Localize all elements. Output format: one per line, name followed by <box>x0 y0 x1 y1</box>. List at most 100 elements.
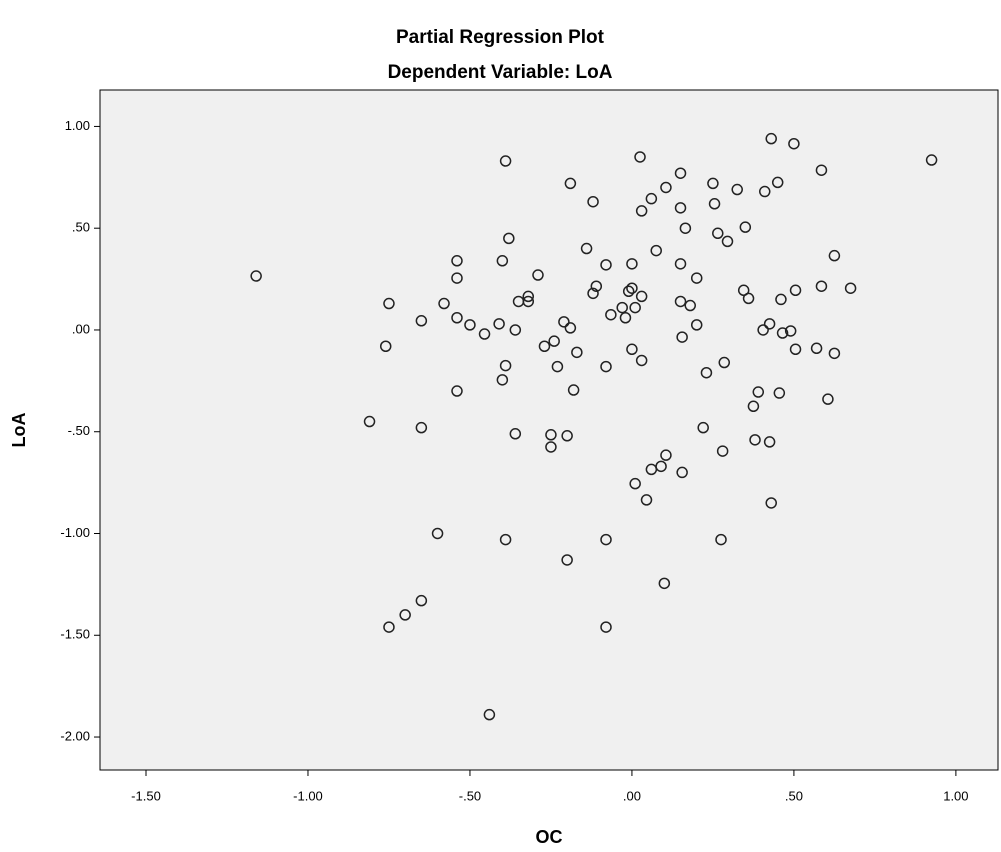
point <box>731 183 743 196</box>
point <box>810 342 823 355</box>
point <box>660 449 672 461</box>
point <box>765 497 777 509</box>
point <box>600 621 612 633</box>
y-tick-label: -1.50 <box>60 627 90 642</box>
point <box>718 356 731 369</box>
point <box>415 421 428 434</box>
point <box>635 290 648 303</box>
x-tick-label: -.50 <box>459 788 481 803</box>
point <box>548 335 560 347</box>
point <box>676 331 688 343</box>
point <box>749 434 761 446</box>
y-axis-label: LoA <box>9 413 29 448</box>
point <box>640 494 653 506</box>
point <box>715 533 727 546</box>
x-tick-label: .00 <box>623 788 641 803</box>
point <box>737 284 750 297</box>
point <box>788 137 800 150</box>
point <box>684 299 696 312</box>
point <box>784 325 797 337</box>
point <box>721 235 734 248</box>
point <box>629 301 641 314</box>
point <box>438 297 450 310</box>
point <box>765 132 777 145</box>
point <box>635 205 648 217</box>
point <box>499 155 512 167</box>
point <box>773 387 786 399</box>
point <box>925 154 938 166</box>
point <box>674 295 687 308</box>
x-axis-label: OC <box>536 827 563 847</box>
point <box>493 318 505 330</box>
point <box>635 354 648 367</box>
point <box>499 359 512 372</box>
point <box>415 315 428 327</box>
point <box>496 255 509 267</box>
y-tick-label: 1.00 <box>65 118 90 133</box>
point <box>815 280 828 292</box>
point <box>551 360 564 373</box>
point <box>451 385 463 397</box>
y-tick-label: -2.00 <box>60 728 90 743</box>
point <box>451 312 463 324</box>
point <box>660 181 672 194</box>
point <box>707 177 719 190</box>
point <box>545 429 557 441</box>
point <box>626 343 638 356</box>
point <box>561 554 573 566</box>
point <box>600 259 612 271</box>
point <box>626 258 638 270</box>
point <box>587 287 599 300</box>
point <box>752 386 765 398</box>
y-tick-label: .50 <box>72 220 90 235</box>
point <box>674 167 687 179</box>
point <box>451 255 463 267</box>
point <box>828 347 841 360</box>
point <box>478 328 491 340</box>
point <box>629 477 641 490</box>
point <box>771 176 784 189</box>
point <box>690 272 703 284</box>
point <box>503 232 515 245</box>
x-tick-label: -1.00 <box>293 788 323 803</box>
point <box>739 221 752 233</box>
point <box>674 258 687 270</box>
point <box>697 421 709 434</box>
point <box>415 594 428 607</box>
point <box>822 393 834 405</box>
point <box>708 198 721 210</box>
point <box>622 285 635 298</box>
y-tick-label: -.50 <box>68 423 90 438</box>
point <box>567 384 580 396</box>
point <box>712 227 724 240</box>
point <box>590 280 603 292</box>
point <box>571 346 583 359</box>
x-tick-label: 1.00 <box>943 788 968 803</box>
point <box>558 316 570 328</box>
x-tick-label: .50 <box>785 788 803 803</box>
chart-subtitle: Dependent Variable: LoA <box>388 62 613 83</box>
chart-title: Partial Regression Plot <box>396 27 605 48</box>
point <box>626 282 638 294</box>
point <box>759 185 771 198</box>
point <box>383 297 395 310</box>
point <box>379 340 392 352</box>
point <box>616 301 628 314</box>
y-tick-label: .00 <box>72 321 90 336</box>
point <box>844 282 857 294</box>
point <box>690 319 703 331</box>
point <box>776 327 789 339</box>
point <box>676 466 688 479</box>
point <box>431 527 444 540</box>
point <box>464 319 476 331</box>
point <box>650 244 662 257</box>
point <box>522 295 535 308</box>
point <box>763 436 776 448</box>
point <box>600 360 612 373</box>
point <box>655 460 667 473</box>
y-tick-label: -1.00 <box>60 525 90 540</box>
point <box>763 318 776 330</box>
point <box>600 533 612 546</box>
point <box>619 312 632 324</box>
